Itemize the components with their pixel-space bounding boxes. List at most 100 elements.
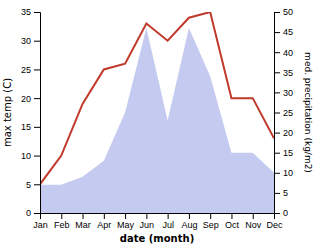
- tick-label: Apr: [97, 220, 111, 230]
- tick-mark: [274, 113, 280, 114]
- tick: Oct: [225, 213, 240, 230]
- tick-label: Jan: [33, 220, 48, 230]
- tick-mark: [34, 12, 40, 13]
- tick-label: 5: [283, 188, 288, 198]
- axis-line: [41, 214, 275, 220]
- y-axis-title: max temp (C): [2, 78, 13, 147]
- tick: 20: [21, 94, 40, 104]
- tick-label: 5: [26, 180, 31, 190]
- tick: Mar: [75, 213, 91, 230]
- tick: 5: [26, 180, 40, 190]
- tick-mark: [168, 213, 169, 219]
- tick-mark: [274, 72, 280, 73]
- tick: 50: [274, 7, 293, 17]
- tick-mark: [34, 98, 40, 99]
- tick-label: 20: [283, 128, 293, 138]
- tick-mark: [274, 133, 280, 134]
- tick: 10: [21, 151, 40, 161]
- y2-axis-title: med. precipitation (kg/m2): [303, 52, 313, 173]
- tick-mark: [34, 69, 40, 70]
- tick-label: Aug: [181, 220, 197, 230]
- tick: Aug: [181, 213, 197, 230]
- axis-line: [275, 13, 281, 214]
- tick: 5: [274, 188, 288, 198]
- tick-mark: [210, 213, 211, 219]
- tick: Jan: [33, 213, 48, 230]
- tick-label: 50: [283, 7, 293, 17]
- tick: Feb: [54, 213, 70, 230]
- tick-mark: [274, 153, 280, 154]
- tick-mark: [274, 173, 280, 174]
- tick: Nov: [245, 213, 262, 230]
- tick-label: Jun: [140, 220, 155, 230]
- tick-label: 0: [26, 208, 31, 218]
- tick-mark: [253, 213, 254, 219]
- tick-mark: [61, 213, 62, 219]
- tick-label: 30: [283, 88, 293, 98]
- tick-label: 15: [21, 122, 31, 132]
- marks: [40, 12, 274, 213]
- tick: 35: [21, 7, 40, 17]
- tick: Sep: [203, 213, 219, 230]
- tick: May: [117, 213, 135, 230]
- tick: 10: [274, 168, 293, 178]
- y2-axis: 0 5 10 15 20 25 30 35 40 45 50: [274, 7, 293, 218]
- tick: 0: [26, 208, 40, 218]
- tick-label: 15: [283, 148, 293, 158]
- tick-label: May: [117, 220, 135, 230]
- tick-label: Nov: [245, 220, 262, 230]
- tick-mark: [189, 213, 190, 219]
- tick-label: 35: [283, 68, 293, 78]
- tick-label: 45: [283, 27, 293, 37]
- tick-mark: [125, 213, 126, 219]
- tick: 25: [21, 65, 40, 75]
- tick-label: Oct: [225, 220, 240, 230]
- tick: 30: [21, 36, 40, 46]
- tick: 15: [21, 122, 40, 132]
- tick-mark: [83, 213, 84, 219]
- tick: Jun: [140, 213, 155, 230]
- tick: 45: [274, 27, 293, 37]
- tick-label: 20: [21, 94, 31, 104]
- tick-mark: [34, 156, 40, 157]
- line: [40, 12, 274, 184]
- tick: Apr: [97, 213, 111, 230]
- tick-label: Jul: [162, 220, 174, 230]
- tick-label: 0: [283, 208, 288, 218]
- tick-label: 25: [21, 65, 31, 75]
- tick-label: 40: [283, 48, 293, 58]
- tick: 20: [274, 128, 293, 138]
- tick: 0: [274, 208, 288, 218]
- tick-mark: [34, 213, 40, 214]
- tick-mark: [34, 127, 40, 128]
- tick-label: 10: [283, 168, 293, 178]
- axis-line: [34, 13, 41, 214]
- tick-mark: [274, 193, 280, 194]
- tick-label: 25: [283, 108, 293, 118]
- y-axis: 0 5 10 15 20 25 30 35: [21, 7, 41, 218]
- tick-mark: [274, 32, 280, 33]
- plot: JanFebMarAprMayJunJulAugSepOctNovDec0510…: [21, 7, 293, 230]
- tick-label: Feb: [54, 220, 70, 230]
- tick: 40: [274, 48, 293, 58]
- tick-label: 35: [21, 7, 31, 17]
- tick-mark: [231, 213, 232, 219]
- tick-mark: [104, 213, 105, 219]
- tick: Dec: [266, 213, 283, 230]
- tick: 35: [274, 68, 293, 78]
- chart: JanFebMarAprMayJunJulAugSepOctNovDec0510…: [0, 0, 318, 247]
- x-axis: Jan Feb Mar Apr May Jun Jul Aug Sep Oct Nov Dec: [33, 213, 283, 230]
- tick-label: 10: [21, 151, 31, 161]
- tick-label: Sep: [203, 220, 219, 230]
- tick-mark: [274, 12, 280, 13]
- tick-mark: [274, 52, 280, 53]
- tick-mark: [34, 184, 40, 185]
- tick-label: Dec: [266, 220, 283, 230]
- tick: 30: [274, 88, 293, 98]
- x-axis-title: date (month): [120, 233, 194, 244]
- tick-mark: [274, 213, 280, 214]
- tick-label: Mar: [75, 220, 91, 230]
- tick-mark: [274, 92, 280, 93]
- tick: 15: [274, 148, 293, 158]
- tick: Jul: [162, 213, 174, 230]
